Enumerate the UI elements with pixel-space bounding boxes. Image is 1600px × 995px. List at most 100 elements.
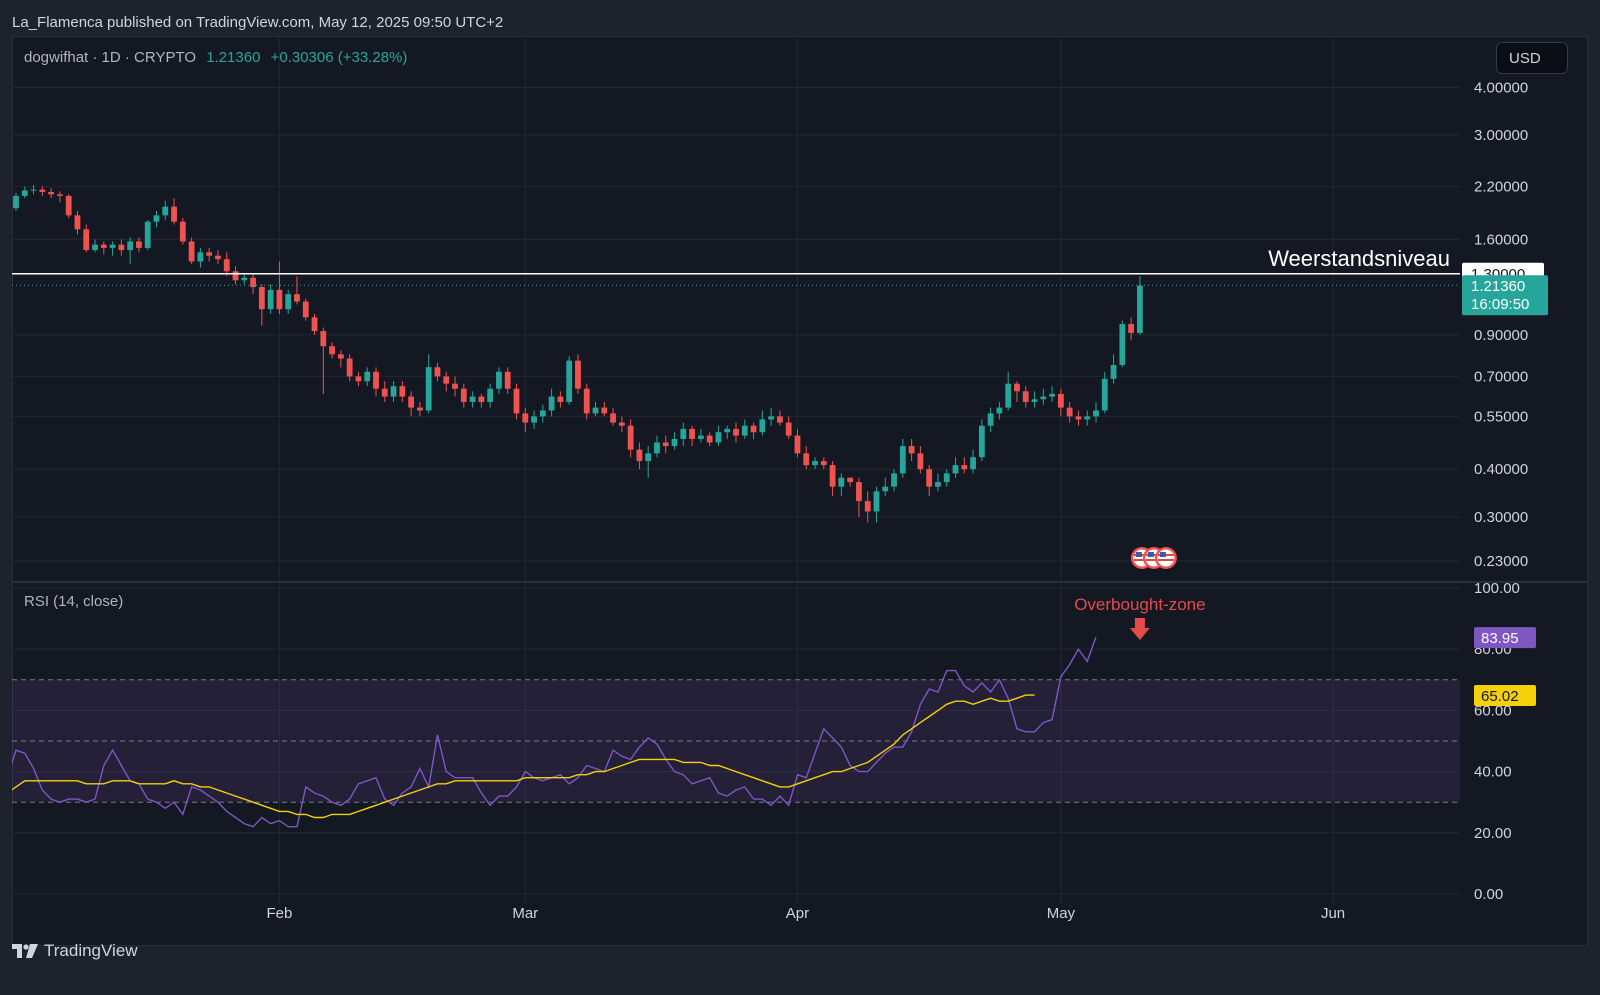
- candle-body[interactable]: [856, 482, 862, 502]
- candle[interactable]: [206, 247, 213, 262]
- candle-body[interactable]: [171, 206, 177, 222]
- candle[interactable]: [346, 354, 353, 382]
- candle[interactable]: [794, 428, 801, 458]
- candle[interactable]: [215, 250, 221, 264]
- candle-body[interactable]: [531, 416, 537, 423]
- candle[interactable]: [478, 393, 485, 408]
- candle[interactable]: [1014, 381, 1020, 402]
- candle[interactable]: [127, 237, 134, 264]
- candle-body[interactable]: [829, 465, 836, 487]
- candle[interactable]: [777, 410, 783, 426]
- candle-body[interactable]: [680, 428, 687, 439]
- candle-body[interactable]: [355, 376, 362, 382]
- candle-body[interactable]: [206, 252, 213, 256]
- candle-body[interactable]: [267, 289, 274, 310]
- candle-body[interactable]: [1005, 383, 1012, 408]
- candle-body[interactable]: [601, 407, 608, 414]
- candle[interactable]: [943, 469, 950, 487]
- candle-body[interactable]: [996, 407, 1003, 414]
- candle[interactable]: [724, 425, 731, 439]
- candle[interactable]: [92, 239, 98, 253]
- candle-body[interactable]: [408, 396, 415, 408]
- candle[interactable]: [364, 367, 371, 387]
- candle-body[interactable]: [109, 244, 116, 248]
- candle-body[interactable]: [250, 277, 256, 288]
- candle-body[interactable]: [847, 477, 854, 483]
- candle-body[interactable]: [337, 354, 344, 359]
- candle[interactable]: [1022, 386, 1029, 408]
- candle-body[interactable]: [566, 360, 573, 402]
- candle-body[interactable]: [381, 388, 388, 397]
- candle-body[interactable]: [750, 425, 757, 433]
- candle[interactable]: [583, 383, 590, 420]
- candle[interactable]: [1128, 317, 1135, 341]
- candle[interactable]: [733, 422, 739, 443]
- candle[interactable]: [469, 391, 476, 408]
- candle[interactable]: [302, 298, 309, 321]
- candle-body[interactable]: [215, 255, 221, 260]
- candle[interactable]: [557, 391, 564, 408]
- candle[interactable]: [838, 473, 845, 497]
- candle-body[interactable]: [935, 482, 941, 487]
- candle[interactable]: [891, 469, 897, 492]
- candle[interactable]: [654, 435, 660, 458]
- candle[interactable]: [1057, 388, 1064, 417]
- candle-body[interactable]: [487, 388, 494, 402]
- candle[interactable]: [434, 362, 441, 382]
- candle[interactable]: [337, 350, 344, 368]
- candle-body[interactable]: [153, 215, 160, 222]
- candle-body[interactable]: [592, 407, 599, 414]
- candle-body[interactable]: [891, 473, 897, 487]
- candle-body[interactable]: [662, 442, 669, 447]
- candle-body[interactable]: [908, 446, 915, 454]
- candle-body[interactable]: [785, 422, 792, 436]
- candle[interactable]: [294, 276, 300, 305]
- candle[interactable]: [267, 284, 274, 315]
- candle[interactable]: [487, 383, 494, 408]
- candle[interactable]: [443, 371, 450, 392]
- candle-body[interactable]: [706, 435, 713, 443]
- candle-body[interactable]: [1128, 324, 1135, 333]
- candle-body[interactable]: [645, 453, 652, 462]
- candle-body[interactable]: [873, 491, 880, 512]
- candle-body[interactable]: [899, 446, 906, 474]
- candle-body[interactable]: [583, 388, 590, 414]
- candle[interactable]: [460, 383, 467, 408]
- candle-body[interactable]: [724, 428, 731, 433]
- candle-body[interactable]: [838, 477, 845, 487]
- candle[interactable]: [197, 247, 204, 268]
- candle[interactable]: [171, 198, 177, 225]
- candle-body[interactable]: [452, 383, 458, 389]
- candle-body[interactable]: [627, 425, 634, 450]
- candle[interactable]: [241, 273, 248, 285]
- candle[interactable]: [57, 191, 63, 203]
- candle-body[interactable]: [978, 425, 985, 458]
- candle[interactable]: [109, 241, 116, 256]
- candle-body[interactable]: [1040, 396, 1047, 400]
- candle-body[interactable]: [179, 221, 186, 242]
- candle[interactable]: [917, 446, 924, 474]
- candle-body[interactable]: [1093, 410, 1099, 417]
- candle[interactable]: [285, 289, 292, 315]
- candle[interactable]: [1137, 276, 1143, 335]
- candle[interactable]: [671, 432, 678, 450]
- candle[interactable]: [311, 314, 318, 335]
- candle[interactable]: [935, 473, 941, 492]
- candle-body[interactable]: [654, 442, 660, 454]
- candle-body[interactable]: [83, 229, 90, 251]
- candle[interactable]: [820, 457, 827, 470]
- candle[interactable]: [496, 367, 502, 394]
- candle-body[interactable]: [188, 241, 195, 262]
- candle-body[interactable]: [258, 287, 265, 310]
- candle-body[interactable]: [557, 396, 564, 402]
- candle-body[interactable]: [812, 461, 818, 466]
- candle-body[interactable]: [1057, 393, 1064, 408]
- candle[interactable]: [144, 219, 151, 251]
- candle[interactable]: [926, 465, 933, 497]
- candle-body[interactable]: [1031, 399, 1038, 402]
- candle-body[interactable]: [496, 371, 502, 389]
- candle-body[interactable]: [961, 465, 968, 470]
- candle-body[interactable]: [100, 244, 107, 248]
- candle-body[interactable]: [417, 407, 423, 411]
- candle[interactable]: [610, 407, 616, 426]
